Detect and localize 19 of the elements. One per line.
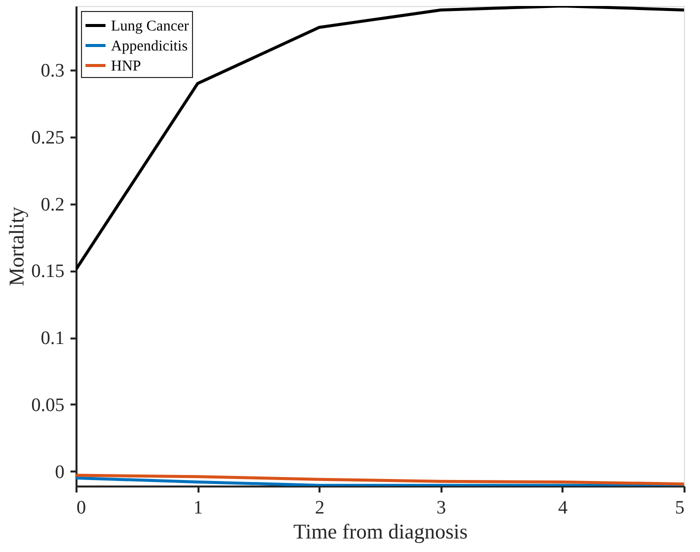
y-tick-label: 0.2 xyxy=(40,194,64,216)
line-series xyxy=(76,6,684,271)
legend-label: HNP xyxy=(111,58,142,74)
y-tick-label: 0 xyxy=(55,462,64,483)
y-tick-label: 0.3 xyxy=(40,60,64,82)
y-tick-label: 0.25 xyxy=(31,128,64,149)
x-tick-label: 4 xyxy=(558,498,568,518)
x-tick-label: 2 xyxy=(314,498,324,518)
legend-label: Lung Cancer xyxy=(111,18,189,34)
x-axis-title: Time from diagnosis xyxy=(293,520,468,544)
legend-label: Appendicitis xyxy=(111,38,188,54)
x-tick-label: 3 xyxy=(436,498,446,518)
y-tick-label: 0.1 xyxy=(40,328,64,350)
y-axis-title: Mortality xyxy=(4,206,28,286)
y-tick-label: 0.05 xyxy=(31,394,64,416)
y-tick-label: 0.15 xyxy=(31,261,64,282)
x-tick-label: 0 xyxy=(76,498,86,518)
x-tick-label: 5 xyxy=(675,498,684,518)
x-tick-label: 1 xyxy=(193,498,203,518)
